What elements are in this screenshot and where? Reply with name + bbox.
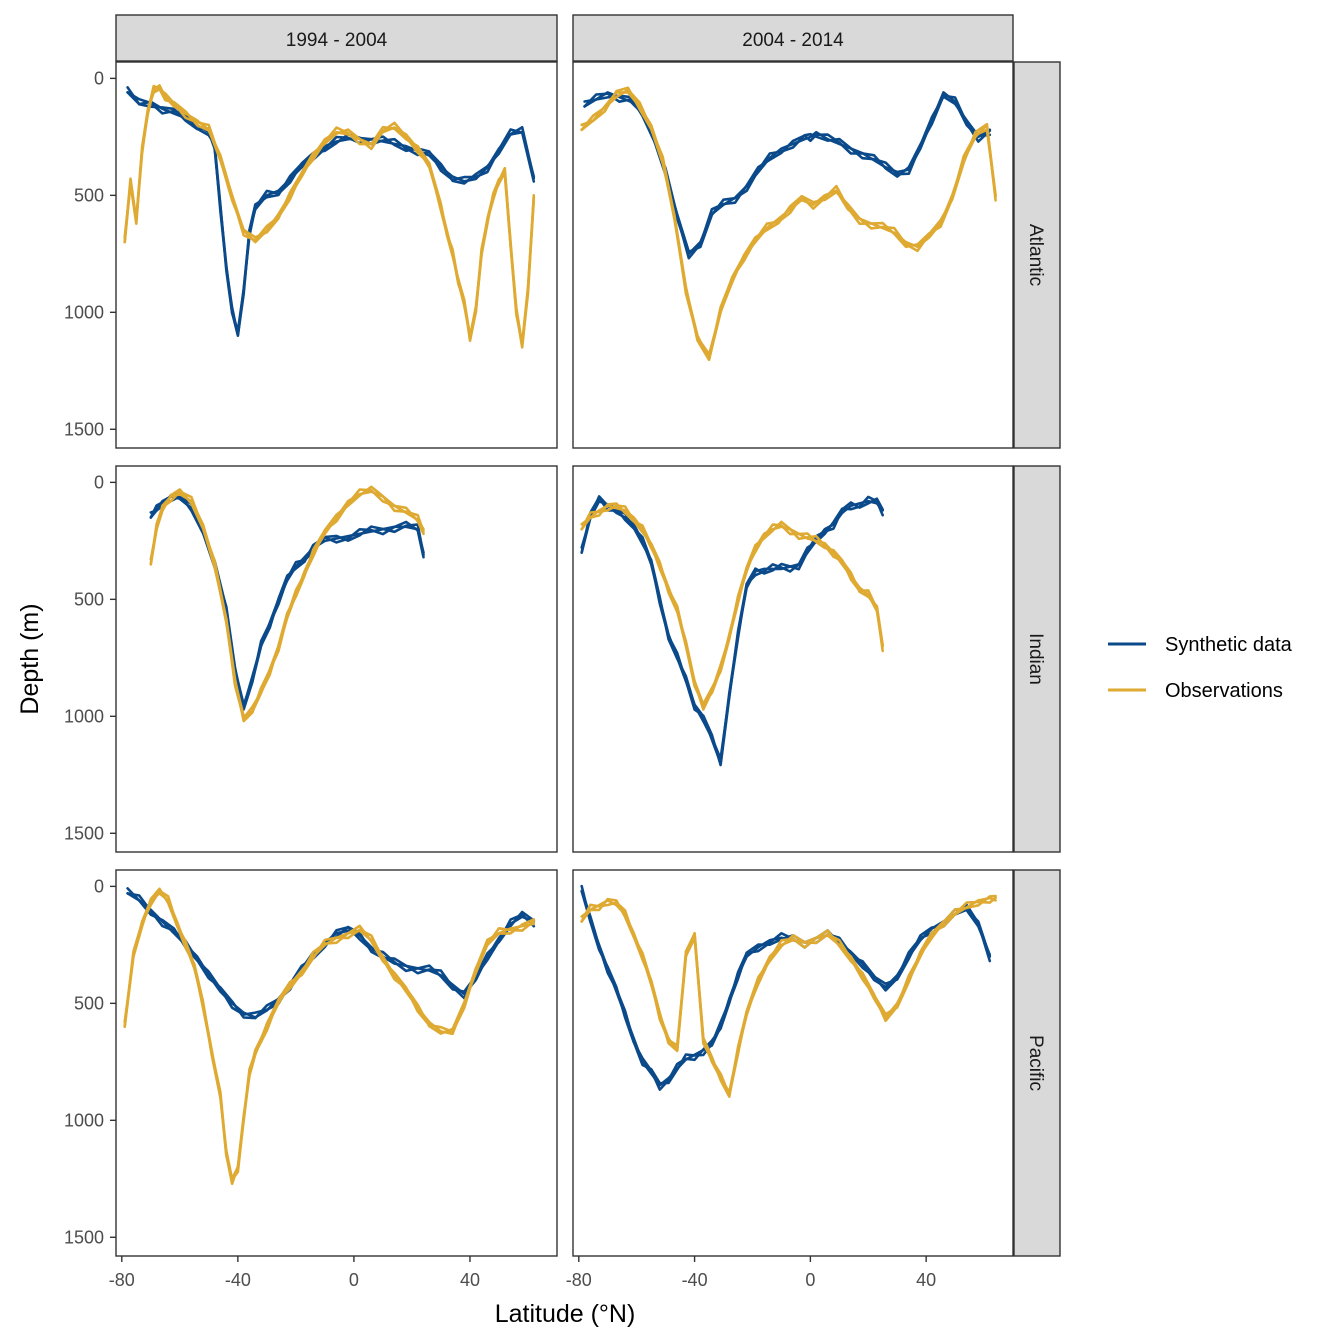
x-tick-label: 40 [916, 1270, 936, 1290]
series-line-observations-3 [123, 887, 536, 1186]
series-line-observations-3 [123, 88, 536, 347]
panel-atlantic-2004-2014 [572, 61, 1014, 449]
series-line-synthetic-data-1 [126, 91, 536, 333]
series-line-synthetic-data-3 [149, 492, 425, 708]
panel-pacific-2004-2014 [572, 869, 1014, 1257]
legend-label-synthetic: Synthetic data [1165, 634, 1293, 656]
strip-row-2 [1013, 465, 1061, 853]
strip-col-2-label: 2004 - 2014 [742, 30, 844, 51]
y-tick-label: 500 [74, 589, 104, 609]
y-axis-title: Depth (m) [16, 603, 44, 714]
strip-row-1 [1013, 61, 1061, 449]
series-line-observations-1 [123, 84, 536, 345]
series-line-synthetic-data-1 [580, 889, 992, 1085]
strip-row-2-label: Indian [1025, 633, 1046, 685]
strip-row-3 [1013, 869, 1061, 1257]
axis-ticks: 0 500 1000 1500 0 500 1000 1500 0 500 1000 1500 -80 -… [64, 68, 936, 1290]
x-tick-label: 0 [805, 1270, 815, 1290]
series-line-observations-1 [149, 485, 425, 723]
series-line-synthetic-data-3 [580, 495, 885, 767]
facet-panels [115, 61, 1014, 1257]
x-tick-label: -80 [109, 1270, 135, 1290]
y-tick-label: 1000 [64, 302, 104, 322]
x-tick-label: 40 [460, 1270, 480, 1290]
panel-pacific-1994-2004 [115, 869, 558, 1257]
y-tick-label: 500 [74, 993, 104, 1013]
y-tick-label: 1500 [64, 823, 104, 843]
series-line-observations-2 [123, 84, 536, 349]
series-line-synthetic-data-3 [580, 884, 992, 1091]
y-tick-label: 1500 [64, 1227, 104, 1247]
series-line-observations-3 [149, 488, 425, 720]
series-line-synthetic-data-2 [580, 889, 992, 1087]
series-line-observations-1 [580, 88, 997, 362]
x-tick-label: -80 [566, 1270, 592, 1290]
series-line-observations-3 [580, 894, 997, 1098]
series-line-observations-2 [123, 892, 536, 1181]
y-tick-label: 1000 [64, 706, 104, 726]
panel-border [572, 869, 1014, 1257]
y-tick-label: 0 [94, 68, 104, 88]
x-tick-label: -40 [225, 1270, 251, 1290]
series-line-synthetic-data-3 [126, 86, 536, 337]
series-line-observations-3 [580, 86, 997, 356]
strip-col-1 [115, 14, 558, 62]
series-line-synthetic-data-2 [126, 91, 536, 338]
series-line-observations-3 [580, 502, 885, 706]
series-line-observations-1 [123, 889, 536, 1181]
series-line-synthetic-data-1 [149, 494, 425, 711]
y-tick-label: 1500 [64, 419, 104, 439]
panel-atlantic-1994-2004 [115, 61, 558, 449]
panel-border [115, 869, 558, 1257]
y-tick-label: 0 [94, 876, 104, 896]
legend: Synthetic data Observations [1108, 634, 1293, 702]
y-tick-label: 0 [94, 472, 104, 492]
legend-label-observations: Observations [1165, 680, 1283, 702]
x-tick-label: 0 [349, 1270, 359, 1290]
panel-border [572, 61, 1014, 449]
x-axis-title: Latitude (°N) [495, 1300, 636, 1328]
panel-indian-1994-2004 [115, 465, 558, 853]
column-strips: 1994 - 2004 2004 - 2014 [115, 14, 1014, 62]
strip-col-2 [572, 14, 1014, 62]
x-tick-label: -40 [682, 1270, 708, 1290]
y-tick-label: 1000 [64, 1110, 104, 1130]
panel-border [572, 465, 1014, 853]
strip-col-1-label: 1994 - 2004 [286, 30, 388, 51]
panel-border [115, 465, 558, 853]
strip-row-1-label: Atlantic [1025, 224, 1046, 286]
panel-indian-2004-2014 [572, 465, 1014, 853]
y-tick-label: 500 [74, 185, 104, 205]
row-strips: Atlantic Indian Pacific [1013, 61, 1061, 1257]
series-line-observations-2 [149, 490, 425, 718]
strip-row-3-label: Pacific [1025, 1035, 1046, 1091]
panel-border [115, 61, 558, 449]
series-line-observations-2 [580, 91, 997, 361]
